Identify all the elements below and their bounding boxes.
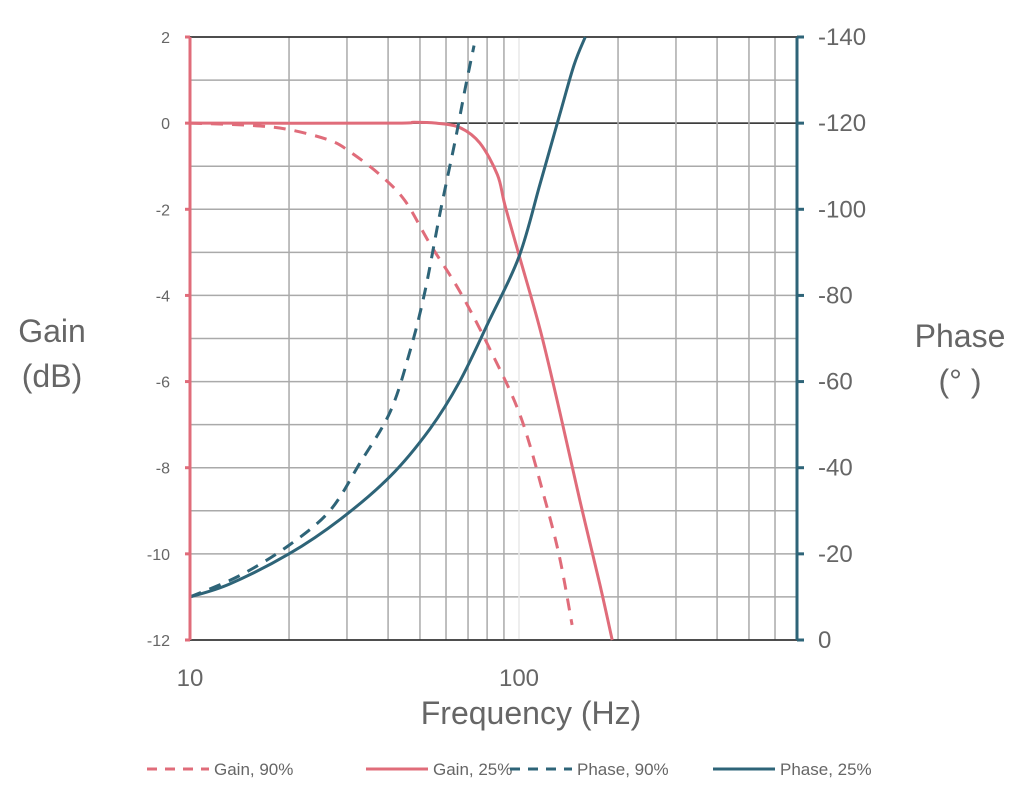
y-right-tick-label: -100 [818,196,866,223]
y-tick-label: 0 [161,116,170,133]
y-right-tick-label: -80 [818,282,853,309]
y-tick-label: -2 [156,202,170,219]
y-right-axis-label-line2: (° ) [939,363,982,399]
legend-label: Phase, 25% [780,760,872,779]
y-right-tick-label: 0 [818,627,831,654]
y-tick-labels: 2 0 -2 -4 -6 -8 -10 -12 [147,30,170,650]
y-axis-label-line: (dB) [22,358,82,394]
y-right-axis-label-line1: Phase [915,318,1006,354]
y-right-tick-label: -20 [818,541,853,568]
y-tick-label: -6 [156,375,170,392]
axes [185,35,804,642]
series-line-gain-90- [190,121,574,626]
y-axis-label: Gain (dB) [18,313,86,394]
series-line-phase-90- [190,45,476,599]
y-tick-label: -10 [147,547,170,564]
y-right-tick-labels: -140 -120 -100 -80 -60 -40 -20 0 [818,24,866,654]
y-right-tick-label: -60 [818,369,853,396]
y-right-tick-label: -120 [818,110,866,137]
x-axis-label: Frequency (Hz) [421,695,642,731]
y-tick-label: -4 [156,288,170,305]
legend-label: Gain, 25% [433,760,512,779]
y-axis-label-line: Gain [18,313,86,349]
legend-label: Gain, 90% [214,760,293,779]
legend: Gain, 90% Gain, 25% Phase, 90% Phase, 25% [147,760,872,779]
grid [189,36,798,641]
series-line-phase-25- [190,36,587,599]
y-right-tick-label: -140 [818,24,866,51]
y-tick-label: -8 [156,461,170,478]
series-line-gain-25- [190,120,614,641]
y-tick-label: 2 [161,30,170,47]
y-right-tick-label: -40 [818,455,853,482]
y-tick-label: -12 [147,633,170,650]
curves [190,36,614,641]
x-tick-100: 100 [499,665,539,692]
legend-label: Phase, 90% [577,760,669,779]
x-tick-10: 10 [177,665,204,692]
